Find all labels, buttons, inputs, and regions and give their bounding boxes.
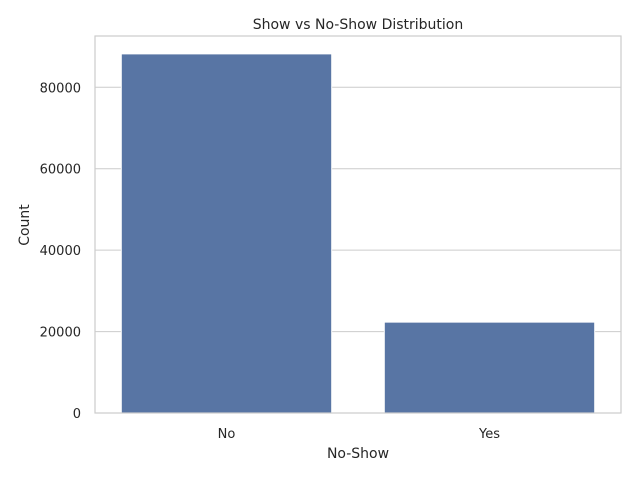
x-axis-label: No-Show — [327, 446, 389, 462]
plot-frame — [94, 35, 622, 414]
y-tick-label: 40000 — [40, 244, 81, 259]
bars — [120, 53, 596, 414]
y-tick-label: 80000 — [40, 81, 81, 96]
chart-title: Show vs No-Show Distribution — [253, 17, 464, 33]
y-tick-labels: 0 20000 40000 60000 80000 — [40, 81, 81, 422]
y-tick-label: 20000 — [40, 326, 81, 341]
bar-yes — [383, 321, 596, 414]
x-tick-labels: No Yes — [218, 427, 501, 442]
bar-no — [120, 53, 333, 414]
y-axis-label: Count — [17, 204, 33, 246]
x-tick-label: Yes — [478, 427, 500, 442]
x-tick-label: No — [218, 427, 236, 442]
y-tick-label: 0 — [73, 407, 81, 422]
y-tick-label: 60000 — [40, 163, 81, 178]
